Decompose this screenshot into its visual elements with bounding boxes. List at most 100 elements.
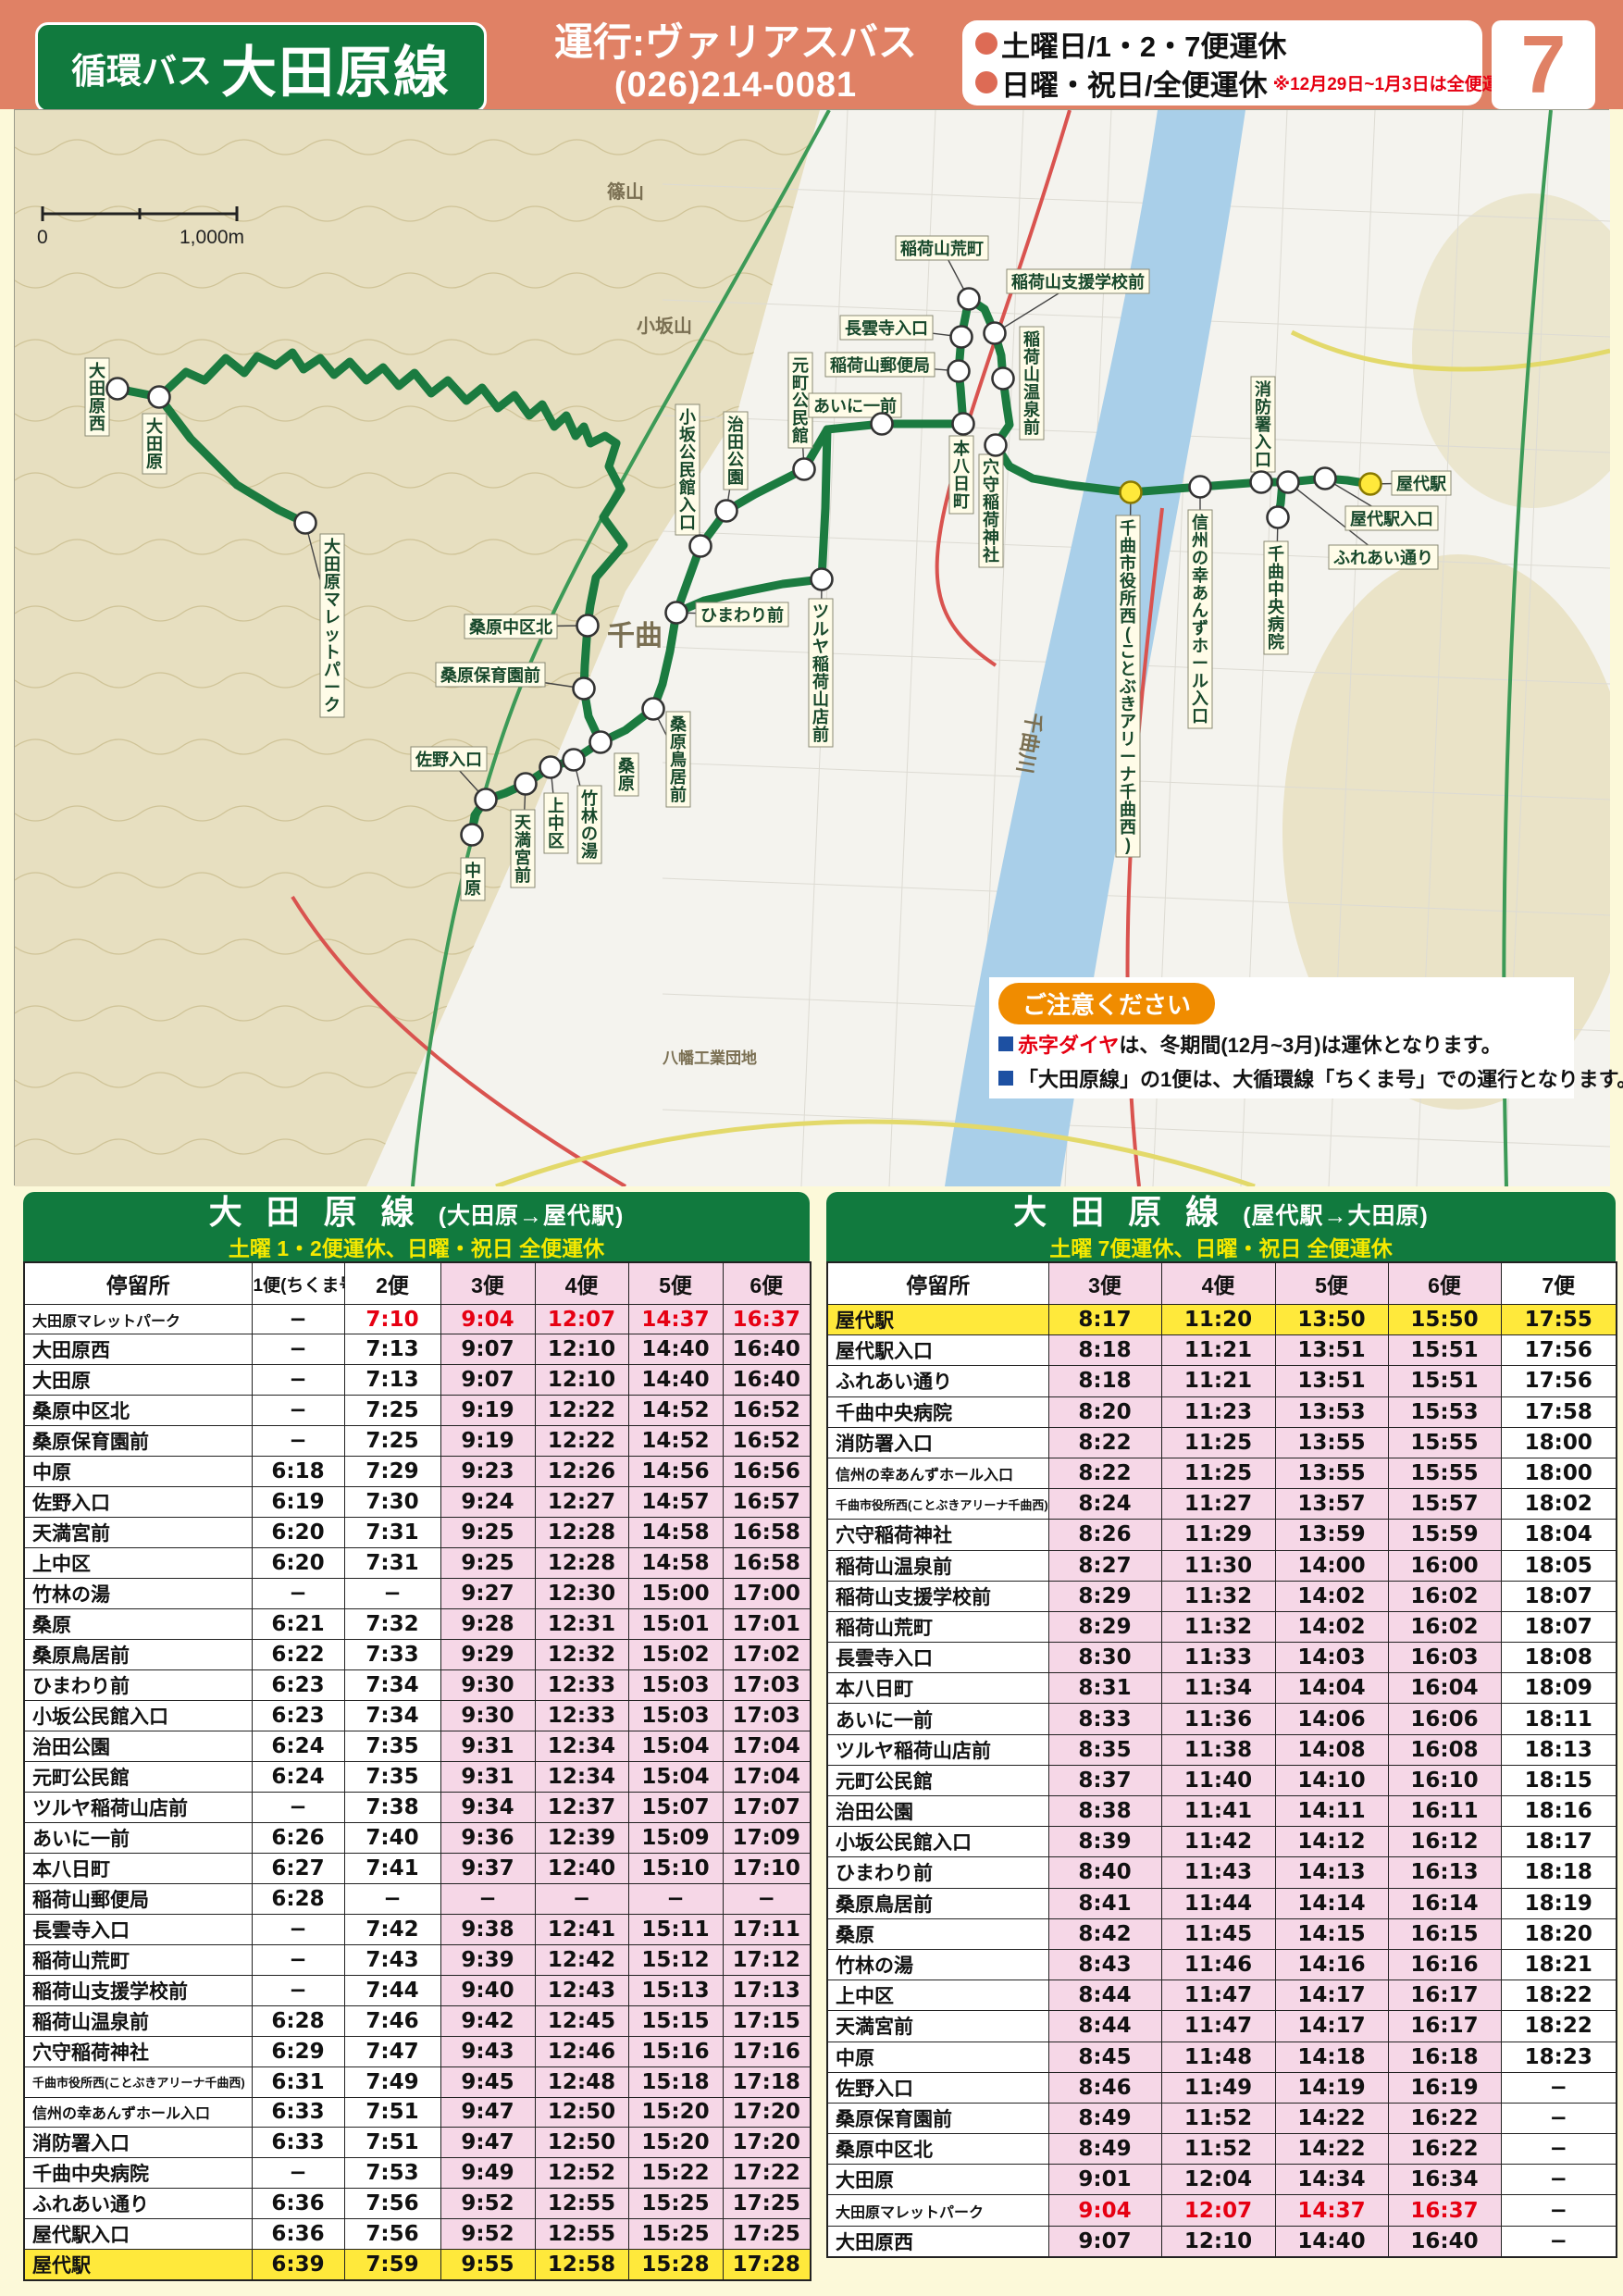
time-cell: 9:45 [440, 2066, 536, 2098]
table-row: ツルヤ稲荷山店前 8:35 11:38 14:08 16:08 18:13 [826, 1733, 1617, 1766]
time-cell: 15:55 [1387, 1457, 1502, 1490]
bus-stop-dot [714, 499, 738, 523]
time-cell: 11:44 [1160, 1887, 1276, 1919]
map-road-red-3 [291, 895, 627, 1186]
table-row: 桑原鳥居前 8:41 11:44 14:14 16:14 18:19 [826, 1887, 1617, 1919]
time-cell: 8:35 [1047, 1733, 1162, 1766]
stop-label: 中原 [465, 861, 481, 898]
time-cell: 6:28 [251, 2005, 345, 2038]
stop-name-cell: 信州の幸あんずホール入口 [23, 2096, 253, 2128]
time-cell: 7:49 [343, 2066, 441, 2098]
time-cell: 6:33 [251, 2096, 345, 2128]
stop-label-box [723, 411, 749, 490]
table-row: 大田原 −7:13 9:07 12:10 14:40 16:40 [23, 1364, 812, 1396]
table-row: 元町公民館 8:37 11:40 14:10 16:10 18:15 [826, 1764, 1617, 1797]
time-cell: 7:13 [343, 1334, 441, 1366]
time-cell: 14:58 [627, 1517, 724, 1549]
time-cell: 16:16 [1387, 1948, 1502, 1981]
time-cell: 8:44 [1047, 1980, 1162, 2012]
time-cell: − [1500, 2102, 1617, 2135]
time-cell: 18:17 [1500, 1826, 1617, 1858]
time-cell: 6:18 [251, 1456, 345, 1488]
stop-label: ふれあい通り [1333, 549, 1433, 567]
timetable-inbound-direction: (屋代駅→大田原) [1243, 1202, 1429, 1229]
stop-name-cell: 中原 [23, 1456, 253, 1488]
time-cell: 15:20 [627, 2096, 724, 2128]
stop-name-cell: 元町公民館 [826, 1764, 1049, 1797]
time-cell: 17:12 [722, 1944, 812, 1977]
time-cell: 7:46 [343, 2005, 441, 2038]
time-cell: 17:22 [722, 2156, 812, 2189]
stop-label-box [1328, 544, 1439, 570]
time-cell: 11:21 [1160, 1365, 1276, 1397]
table-row: 桑原 8:42 11:45 14:15 16:15 18:20 [826, 1917, 1617, 1950]
table-row: 本八日町 8:31 11:34 14:04 16:04 18:09 [826, 1672, 1617, 1705]
column-header: 2便 [343, 1261, 441, 1305]
bus-route-segment [596, 575, 826, 747]
time-cell: 16:58 [722, 1547, 812, 1580]
time-cell: 12:04 [1160, 2164, 1276, 2196]
time-cell: 16:02 [1387, 1610, 1502, 1644]
time-cell: 8:43 [1047, 1948, 1162, 1981]
time-cell: 16:11 [1387, 1794, 1502, 1828]
time-cell: 7:30 [343, 1486, 441, 1519]
stop-name-cell: 屋代駅入口 [826, 1334, 1049, 1367]
table-row: 上中区 8:44 11:47 14:17 16:17 18:22 [826, 1980, 1617, 2012]
time-cell: 18:08 [1500, 1642, 1617, 1674]
time-cell: 8:41 [1047, 1887, 1162, 1919]
stop-name-cell: 上中区 [826, 1980, 1049, 2012]
table-row: 稲荷山温泉前 6:28 7:46 9:42 12:45 15:15 17:15 [23, 2005, 812, 2038]
time-cell: 14:16 [1274, 1948, 1389, 1981]
stop-name-cell: ひまわり前 [826, 1856, 1049, 1889]
time-cell: 18:19 [1500, 1887, 1617, 1919]
bus-stop-dot [147, 385, 171, 409]
stop-name-cell: 桑原鳥居前 [826, 1887, 1049, 1919]
bus-stop-dot [947, 359, 971, 383]
time-cell: 14:34 [1274, 2164, 1389, 2196]
time-cell: 17:13 [722, 1975, 812, 2007]
caution-line-2: 「大田原線」の1便は、大循環線「ちくま号」での運行となります。 [998, 1063, 1623, 1093]
stop-label-box [1250, 376, 1276, 473]
time-cell: 16:56 [722, 1456, 812, 1488]
time-cell: 18:00 [1500, 1457, 1617, 1490]
time-cell: 12:55 [534, 2187, 629, 2219]
stop-name-cell: 小坂公民館入口 [23, 1700, 253, 1732]
table-row: 佐野入口 6:19 7:30 9:24 12:27 14:57 16:57 [23, 1486, 812, 1519]
service-note-saturday-text: 土曜日/1・2・7便運休 [1001, 30, 1287, 63]
stop-label-box [1115, 515, 1141, 858]
time-cell: 6:23 [251, 1700, 345, 1732]
time-cell: 6:22 [251, 1639, 345, 1671]
time-cell: 6:39 [251, 2248, 345, 2281]
time-cell: 12:28 [534, 1517, 629, 1549]
stop-name-cell: 屋代駅 [826, 1303, 1049, 1336]
time-cell: 17:55 [1500, 1303, 1617, 1336]
time-cell: 16:13 [1387, 1856, 1502, 1889]
stop-label: 稲荷山郵便局 [830, 355, 930, 375]
time-cell: − [722, 1883, 812, 1916]
stop-label: 大田原 [146, 416, 163, 471]
map-road-yellow-2 [1290, 329, 1610, 372]
time-cell: 11:34 [1160, 1672, 1276, 1705]
table-row: 桑原保育園前 −7:25 9:19 12:22 14:52 16:52 [23, 1425, 812, 1458]
stop-label: 稲荷山荒町 [900, 239, 984, 258]
stop-label: 大田原西 [89, 361, 105, 433]
time-cell: 9:24 [440, 1486, 536, 1519]
time-cell: 16:19 [1387, 2071, 1502, 2104]
bullet-icon [975, 32, 997, 55]
time-cell: 9:30 [440, 1700, 536, 1732]
stop-name-cell: 稲荷山温泉前 [826, 1549, 1049, 1582]
time-cell: 7:47 [343, 2036, 441, 2068]
stop-label: 大田原マレットパーク [324, 537, 341, 714]
time-cell: 11:41 [1160, 1794, 1276, 1828]
time-cell: 9:39 [440, 1944, 536, 1977]
stop-label: 桑原鳥居前 [670, 715, 688, 804]
stop-name-cell: 桑原鳥居前 [23, 1639, 253, 1671]
stop-name-cell: ふれあい通り [826, 1365, 1049, 1397]
time-cell: 16:08 [1387, 1733, 1502, 1766]
table-row: ひまわり前 6:23 7:34 9:30 12:33 15:03 17:03 [23, 1669, 812, 1702]
time-cell: 13:55 [1274, 1426, 1389, 1458]
table-row: 屋代駅 6:39 7:59 9:55 12:58 15:28 17:28 [23, 2248, 812, 2281]
scale-1000m-label: 1,000m [180, 227, 244, 248]
caution-box: ご注意ください 赤字ダイヤは、冬期間(12月~3月)は運休となります。 「大田原… [989, 977, 1623, 1098]
table-row: 小坂公民館入口 6:23 7:34 9:30 12:33 15:03 17:03 [23, 1700, 812, 1732]
